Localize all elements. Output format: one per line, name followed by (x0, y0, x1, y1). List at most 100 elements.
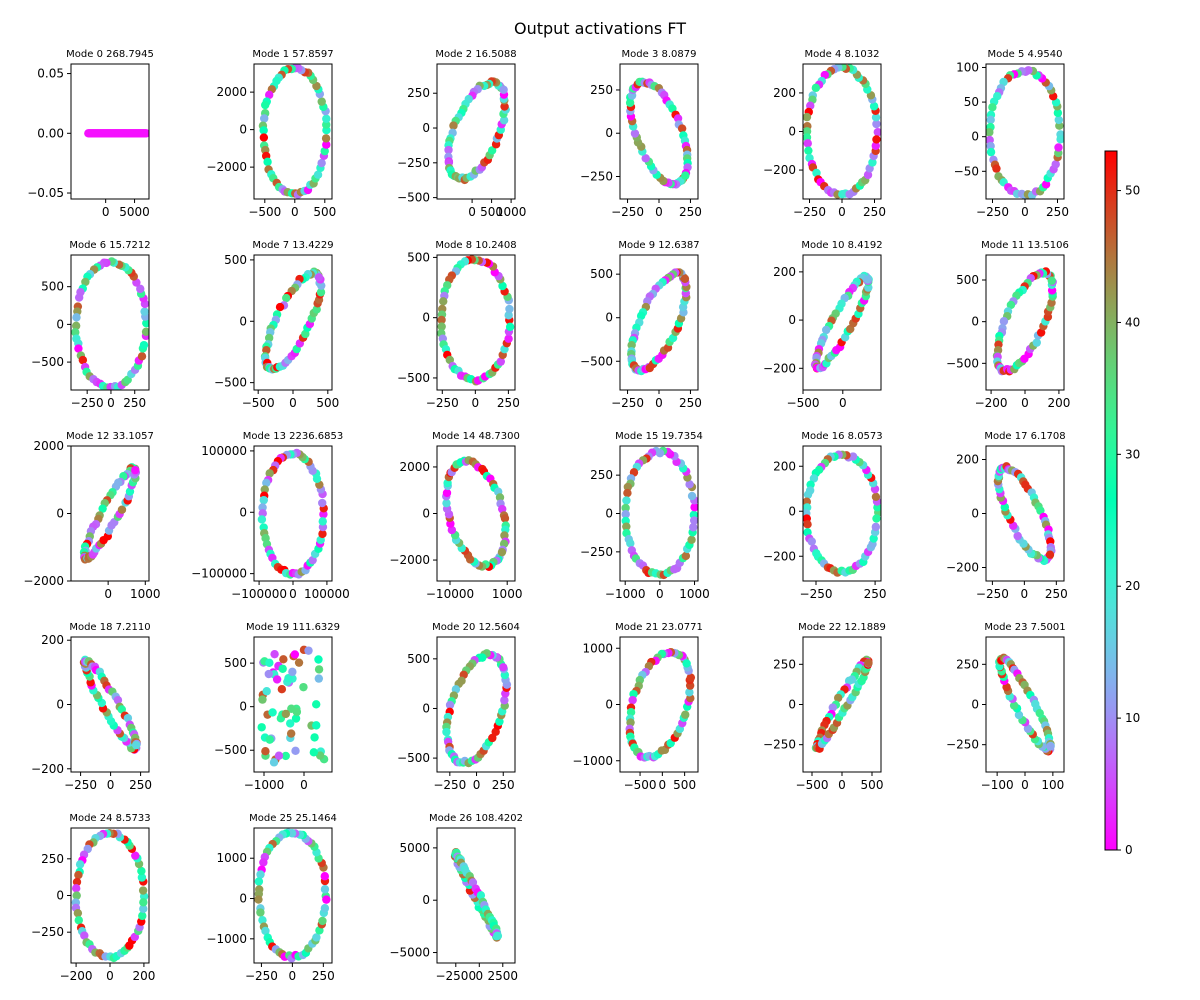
scatter-point (286, 719, 295, 728)
subplot-title: Mode 1 57.8597 (252, 49, 333, 60)
x-tick-label: 250 (492, 778, 515, 792)
scatter-point (500, 514, 510, 523)
scatter-point (505, 304, 514, 314)
scatter-point (641, 154, 650, 163)
scatter-point (442, 498, 451, 508)
scatter-point (259, 495, 268, 505)
scatter-point (136, 284, 145, 294)
subplot-mode-23: Mode 23 7.5001 −100 0 100 −250 0 250 (946, 622, 1066, 792)
scatter-point (275, 302, 285, 312)
scatter-point (318, 529, 327, 539)
x-tick-label: −500 (787, 396, 820, 410)
scatter-point (113, 695, 123, 705)
scatter-point (807, 537, 816, 546)
scatter-point (258, 695, 267, 704)
y-tick-label: 0 (788, 504, 796, 518)
x-tick-label: −200 (60, 969, 93, 983)
scatter-point (871, 141, 880, 150)
x-tick-label: 250 (129, 778, 152, 792)
scatter-point (864, 658, 873, 668)
scatter-points (79, 463, 141, 564)
scatter-point (299, 682, 308, 692)
subplot-title: Mode 13 2236.6853 (243, 431, 343, 442)
x-tick-label: −250 (245, 969, 278, 983)
scatter-points (444, 77, 510, 185)
scatter-point (139, 898, 148, 907)
colorbar-gradient (1104, 150, 1118, 851)
subplot-frame (802, 445, 882, 582)
x-tick-label: −250 (611, 396, 644, 410)
scatter-point (1014, 710, 1024, 720)
x-tick-label: 250 (864, 587, 887, 601)
scatter-points (627, 268, 691, 376)
scatter-point (500, 102, 509, 111)
subplot-mode-19: Mode 19 111.6329 −1000 0 −500 0 500 (214, 622, 340, 792)
y-tick-label: 500 (956, 273, 979, 287)
x-tick-label: 250 (123, 396, 146, 410)
x-tick-label: −250 (976, 587, 1009, 601)
scatter-points (803, 450, 881, 577)
scatter-point (487, 146, 497, 155)
y-tick-label: 0 (239, 314, 247, 328)
x-tick-label: 0 (472, 396, 480, 410)
scatter-point (872, 135, 881, 144)
scatter-point (449, 121, 458, 130)
scatter-point (689, 516, 698, 525)
scatter-point (686, 673, 696, 682)
subplot-frame (436, 63, 516, 200)
scatter-point (621, 510, 630, 519)
y-tick-label: 0 (422, 121, 430, 135)
scatter-point (863, 275, 872, 284)
x-tick-label: −500 (796, 778, 829, 792)
scatter-points (621, 446, 698, 580)
scatter-point (117, 705, 126, 714)
scatter-point (445, 700, 455, 710)
y-tick-label: 50 (964, 95, 979, 109)
colorbar-tick-label: 0 (1125, 843, 1133, 857)
scatter-point (256, 870, 265, 879)
scatter-point (320, 904, 330, 913)
x-tick-label: 0 (838, 778, 846, 792)
scatter-point (256, 908, 265, 917)
subplot-frame (253, 636, 333, 773)
scatter-point (442, 727, 451, 737)
scatter-point (131, 851, 140, 860)
scatter-point (1009, 701, 1019, 710)
x-tick-label: 0 (468, 205, 476, 219)
scatter-point (682, 659, 691, 668)
x-tick-label: −250 (800, 587, 833, 601)
x-tick-label: −250 (793, 205, 826, 219)
y-tick-label: 500 (224, 656, 247, 670)
scatter-point (690, 503, 698, 512)
y-tick-label: 100 (956, 60, 979, 74)
scatter-point (626, 539, 635, 548)
scatter-point (687, 535, 696, 545)
scatter-point (282, 293, 291, 303)
scatter-point (681, 551, 691, 561)
scatter-point (499, 116, 509, 125)
scatter-point (497, 547, 507, 557)
x-tick-label: 250 (312, 969, 335, 983)
subplot-title: Mode 25 25.1464 (249, 813, 337, 824)
y-tick-label: 0 (56, 889, 64, 903)
x-tick-label: 0 (289, 587, 297, 601)
scatter-point (844, 676, 854, 686)
scatter-point (131, 740, 141, 750)
scatter-point (75, 860, 85, 869)
y-tick-label: −1000 (572, 754, 613, 768)
y-tick-label: −500 (397, 751, 430, 765)
x-tick-label: 0 (300, 778, 308, 792)
subplot-title: Mode 6 15.7212 (69, 240, 150, 251)
scatter-point (320, 872, 329, 881)
subplot-frame (436, 636, 516, 773)
scatter-point (986, 141, 995, 151)
subplot-title: Mode 20 12.5604 (432, 622, 520, 633)
y-tick-label: 250 (590, 468, 613, 482)
y-tick-label: −250 (397, 156, 430, 170)
x-tick-label: 250 (1045, 587, 1068, 601)
scatter-point (138, 911, 147, 921)
y-tick-label: 2000 (216, 85, 247, 99)
subplot-mode-13: Mode 13 2236.6853−100000 0 100000−10000001… (191, 431, 350, 601)
scatter-point (281, 709, 291, 719)
